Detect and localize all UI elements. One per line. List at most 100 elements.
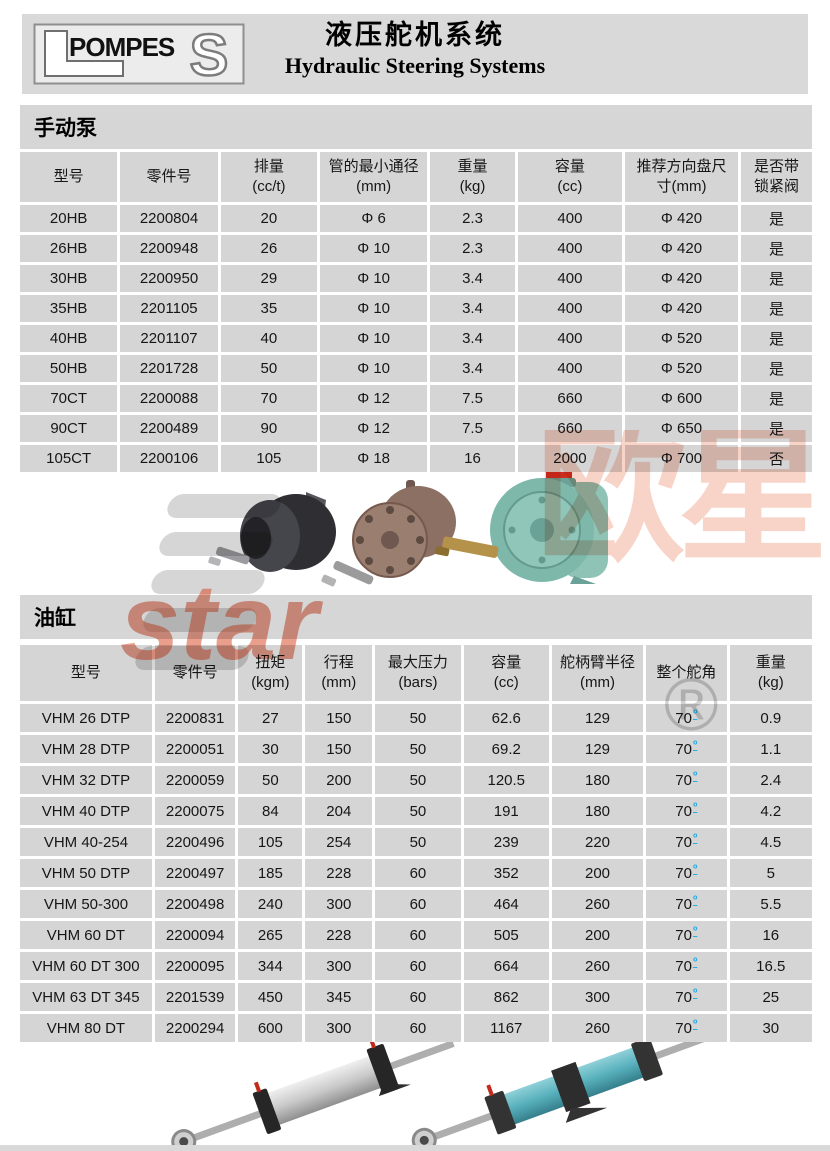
table-cell: 2200075 (154, 797, 236, 825)
pump-images (208, 466, 608, 587)
table-cell: 30 (729, 1014, 812, 1042)
table-cell: 50 (375, 735, 461, 763)
table-cell: 50 (375, 704, 461, 732)
table-cell: VHM 40-254 (20, 828, 152, 856)
table-cell: 26 (220, 235, 318, 262)
table-cell: 90 (220, 415, 318, 442)
table-cell: 2200051 (154, 735, 236, 763)
table-cell: 70 º (646, 797, 727, 825)
table-cell: 16 (430, 445, 515, 472)
table-cell: 70 º (646, 828, 727, 856)
cylinder-images (171, 1031, 711, 1151)
table-cell: 7.5 (430, 385, 515, 412)
table-cell: 70 º (646, 1014, 727, 1042)
column-header: 整个舵角 (646, 645, 727, 701)
column-header: 零件号 (154, 645, 236, 701)
table-cell: 60 (375, 859, 461, 887)
column-header: 容量 (cc) (463, 645, 549, 701)
table-cell: 352 (463, 859, 549, 887)
bronze-flange-helm-pump-image (321, 480, 456, 587)
table-cell: 300 (305, 890, 373, 918)
table-cell: Φ 6 (320, 205, 428, 232)
table-cell: 29 (220, 265, 318, 292)
table-cell: 69.2 (463, 735, 549, 763)
degree-symbol: º (692, 986, 698, 1000)
table-cell: 20HB (20, 205, 118, 232)
table-cell: 是 (740, 265, 812, 292)
table-cell: 2200059 (154, 766, 236, 794)
table-cell: 2000 (517, 445, 622, 472)
table-cell: 191 (463, 797, 549, 825)
table-cell: 是 (740, 235, 812, 262)
table-cell: VHM 32 DTP (20, 766, 152, 794)
column-header: 是否带 锁紧阀 (740, 152, 812, 202)
table-cell: 345 (305, 983, 373, 1011)
cylinder-table: 型号 零件号 扭矩 (kgm) 行程 (mm) 最大压力 (bars) 容量 (cc) 舵柄臂半径(… (20, 645, 812, 1042)
table-cell: 60 (375, 921, 461, 949)
table-cell: 是 (740, 325, 812, 352)
table-cell: 2.4 (729, 766, 812, 794)
page-titles: 液压舵机系统 Hydraulic Steering Systems (22, 19, 808, 79)
table-cell: 400 (517, 355, 622, 382)
table-cell: 2201107 (120, 325, 218, 352)
table-cell: 400 (517, 235, 622, 262)
table-cell: 185 (238, 859, 303, 887)
table-cell: 260 (551, 890, 644, 918)
table-cell: 35 (220, 295, 318, 322)
column-header: 行程 (mm) (305, 645, 373, 701)
table-cell: 2200498 (154, 890, 236, 918)
table-cell: Φ 10 (320, 295, 428, 322)
table-cell: VHM 63 DT 345 (20, 983, 152, 1011)
table-cell: 2200094 (154, 921, 236, 949)
table-cell: VHM 40 DTP (20, 797, 152, 825)
column-header: 零件号 (120, 152, 218, 202)
table-cell: 70 (220, 385, 318, 412)
table-cell: 5 (729, 859, 812, 887)
table-cell: 660 (517, 415, 622, 442)
column-header: 管的最小通径 (mm) (320, 152, 428, 202)
table-cell: 70 º (646, 735, 727, 763)
table-cell: 2201728 (120, 355, 218, 382)
table-cell: 2200489 (120, 415, 218, 442)
table-cell: 70CT (20, 385, 118, 412)
table-cell: 60 (375, 983, 461, 1011)
table-cell: 是 (740, 415, 812, 442)
table-cell: 70 º (646, 921, 727, 949)
table-cell: 150 (305, 704, 373, 732)
table-cell: 25 (729, 983, 812, 1011)
table-cell: 60 (375, 952, 461, 980)
table-cell: 254 (305, 828, 373, 856)
table-cell: Φ 420 (625, 235, 738, 262)
silver-hydraulic-cylinder-image (171, 1037, 455, 1151)
degree-symbol: º (692, 769, 698, 783)
table-cell: VHM 80 DT (20, 1014, 152, 1042)
table-cell: 否 (740, 445, 812, 472)
table-cell: 70 º (646, 952, 727, 980)
table-cell: 16 (729, 921, 812, 949)
table-cell: 是 (740, 205, 812, 232)
table-cell: 200 (551, 921, 644, 949)
pump-images-strip (20, 466, 812, 595)
table-cell: 862 (463, 983, 549, 1011)
degree-symbol: º (692, 707, 698, 721)
table-cell: 300 (551, 983, 644, 1011)
table-cell: 70 º (646, 766, 727, 794)
table-cell: 62.6 (463, 704, 549, 732)
table-cell: Φ 18 (320, 445, 428, 472)
table-cell: Φ 12 (320, 385, 428, 412)
table-cell: 2200496 (154, 828, 236, 856)
column-header: 扭矩 (kgm) (238, 645, 303, 701)
table-cell: 2.3 (430, 205, 515, 232)
table-cell: 240 (238, 890, 303, 918)
table-cell: 3.4 (430, 295, 515, 322)
table-cell: VHM 60 DT 300 (20, 952, 152, 980)
table-cell: 5.5 (729, 890, 812, 918)
brand-logo: POMPES S (33, 22, 245, 90)
table-cell: 660 (517, 385, 622, 412)
table-cell: 105 (238, 828, 303, 856)
column-header: 容量 (cc) (517, 152, 622, 202)
column-header: 重量 (kg) (729, 645, 812, 701)
table-cell: 70 º (646, 983, 727, 1011)
table-cell: 105 (220, 445, 318, 472)
table-cell: 239 (463, 828, 549, 856)
